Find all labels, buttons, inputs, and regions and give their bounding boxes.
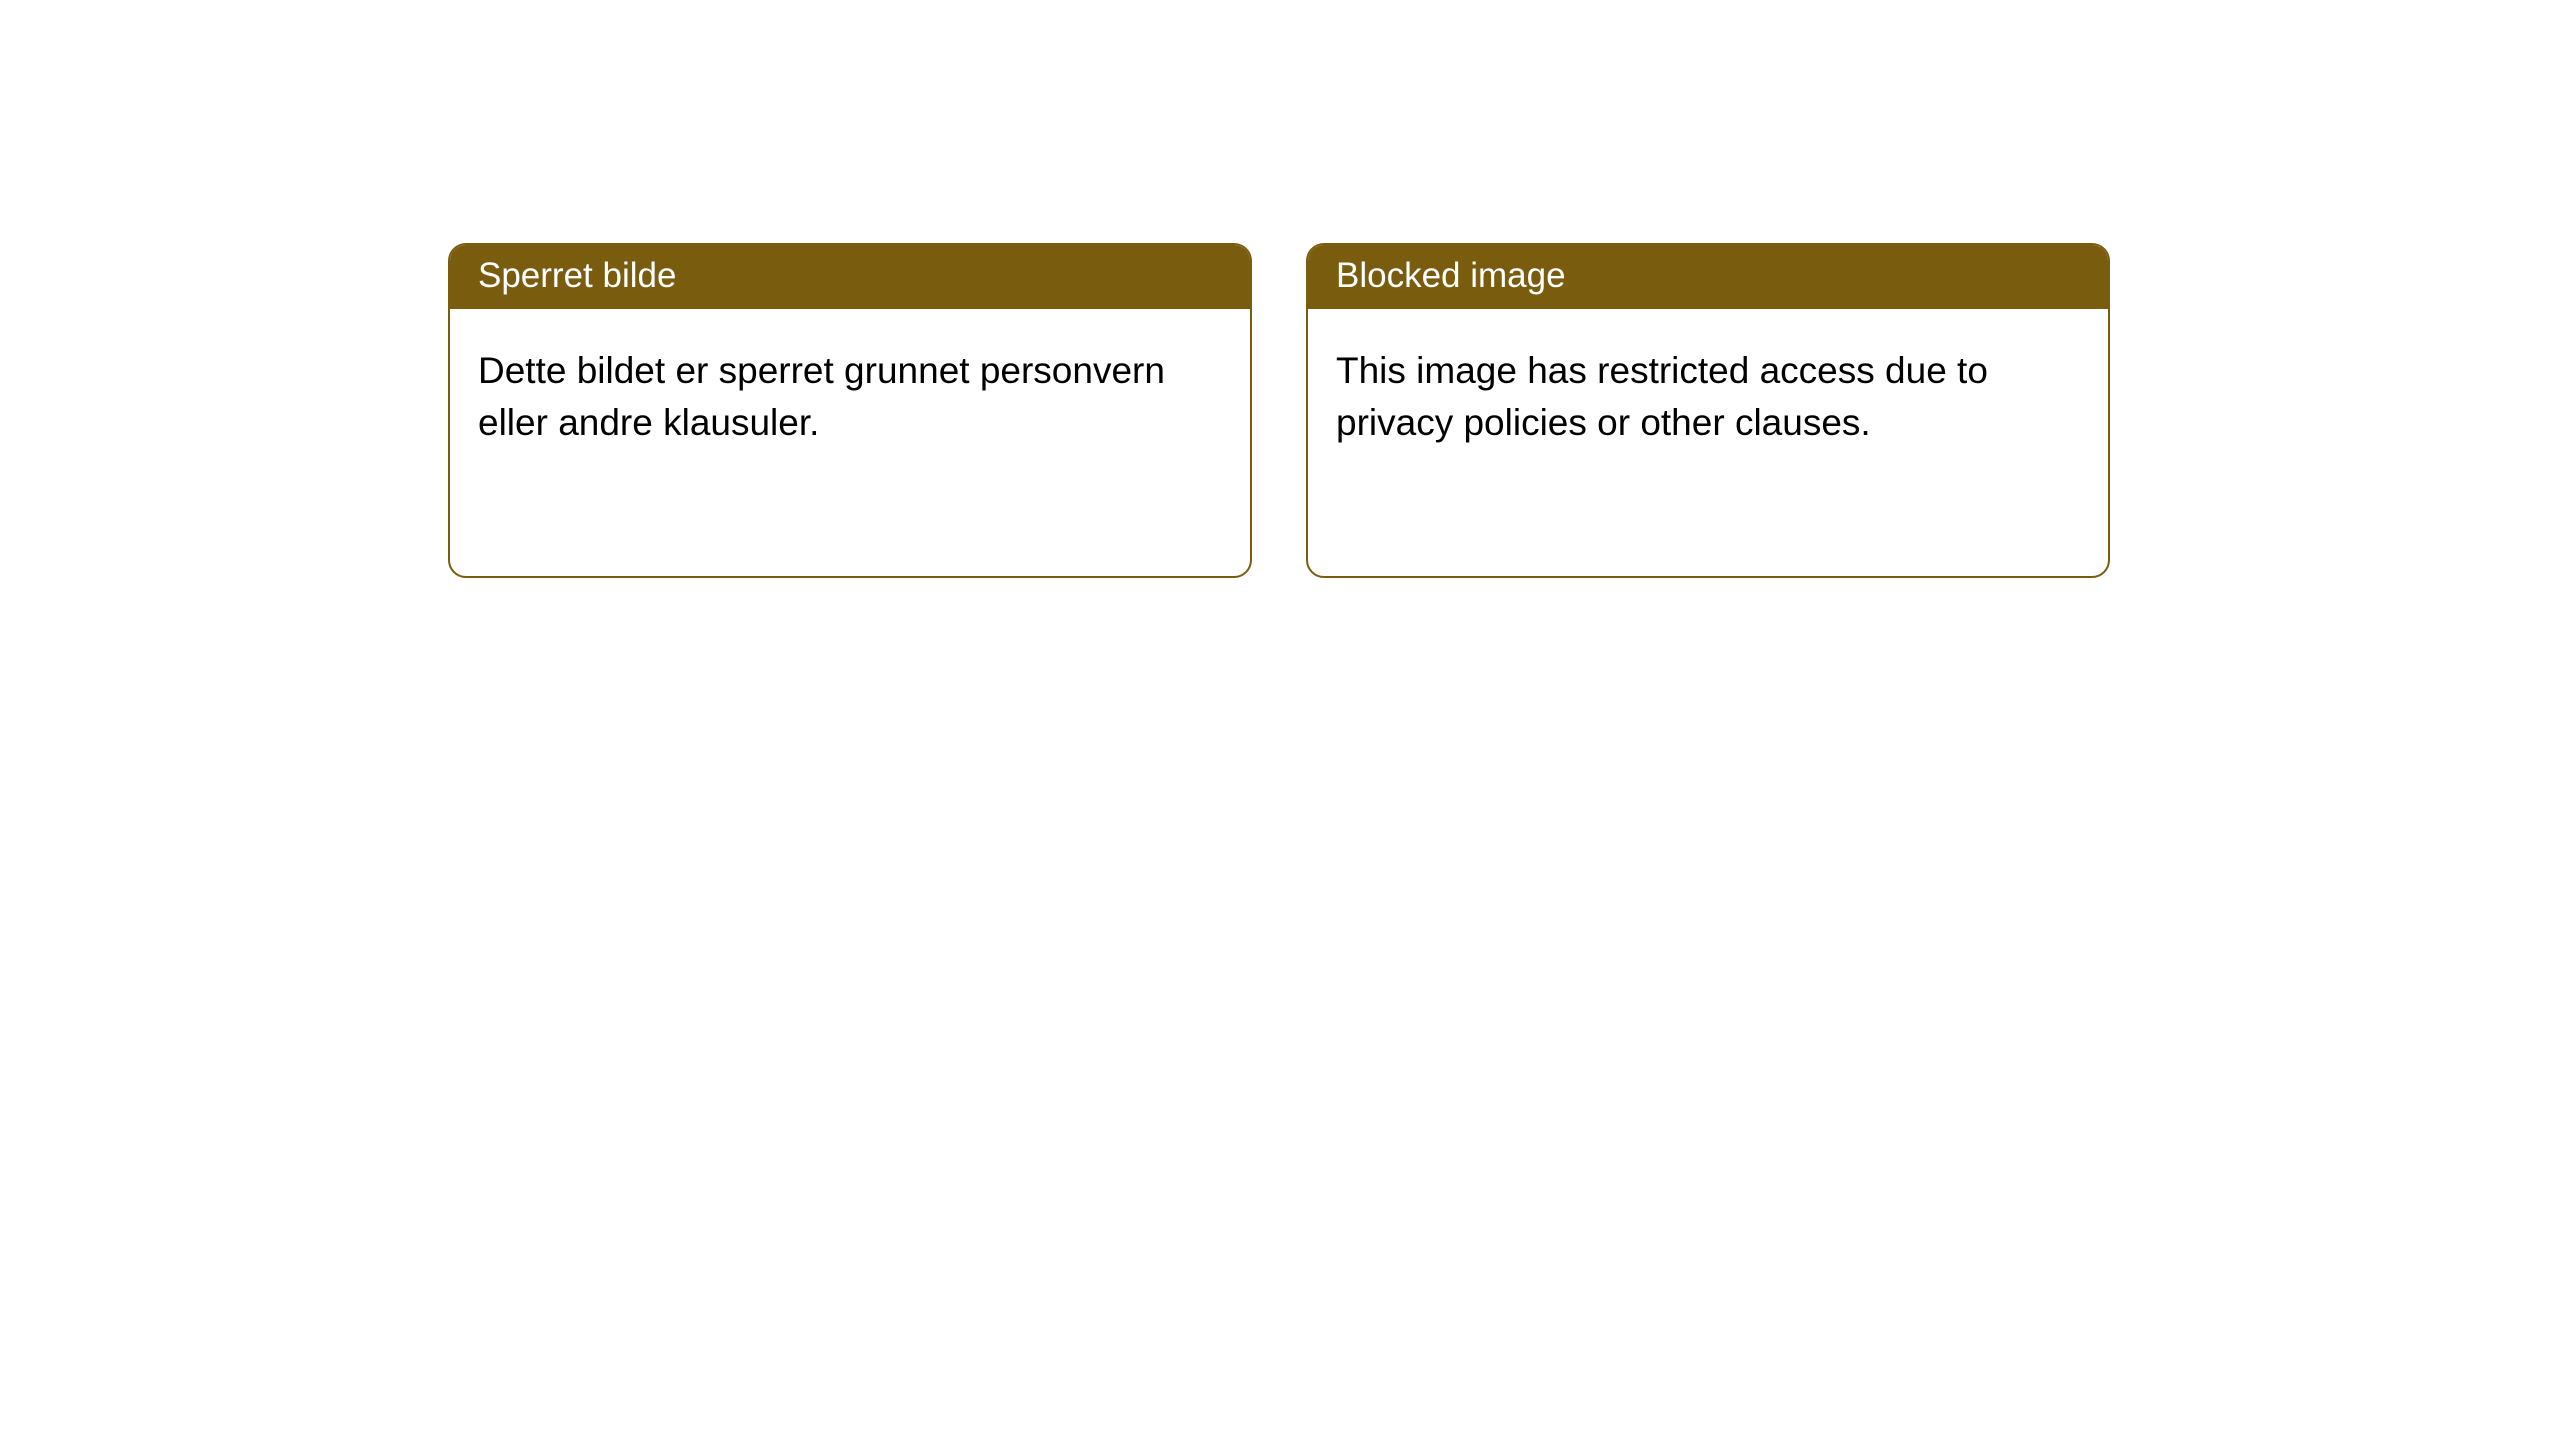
notice-box-en: Blocked image This image has restricted … [1306,243,2110,578]
notice-box-no: Sperret bilde Dette bildet er sperret gr… [448,243,1252,578]
notice-header-no: Sperret bilde [450,245,1250,309]
notice-header-en: Blocked image [1308,245,2108,309]
notice-title-no: Sperret bilde [478,256,676,295]
notice-body-en: This image has restricted access due to … [1308,309,2108,485]
notice-text-en: This image has restricted access due to … [1336,350,1988,443]
notice-text-no: Dette bildet er sperret grunnet personve… [478,350,1165,443]
notice-title-en: Blocked image [1336,256,1566,295]
notice-container: Sperret bilde Dette bildet er sperret gr… [448,243,2110,578]
notice-body-no: Dette bildet er sperret grunnet personve… [450,309,1250,485]
